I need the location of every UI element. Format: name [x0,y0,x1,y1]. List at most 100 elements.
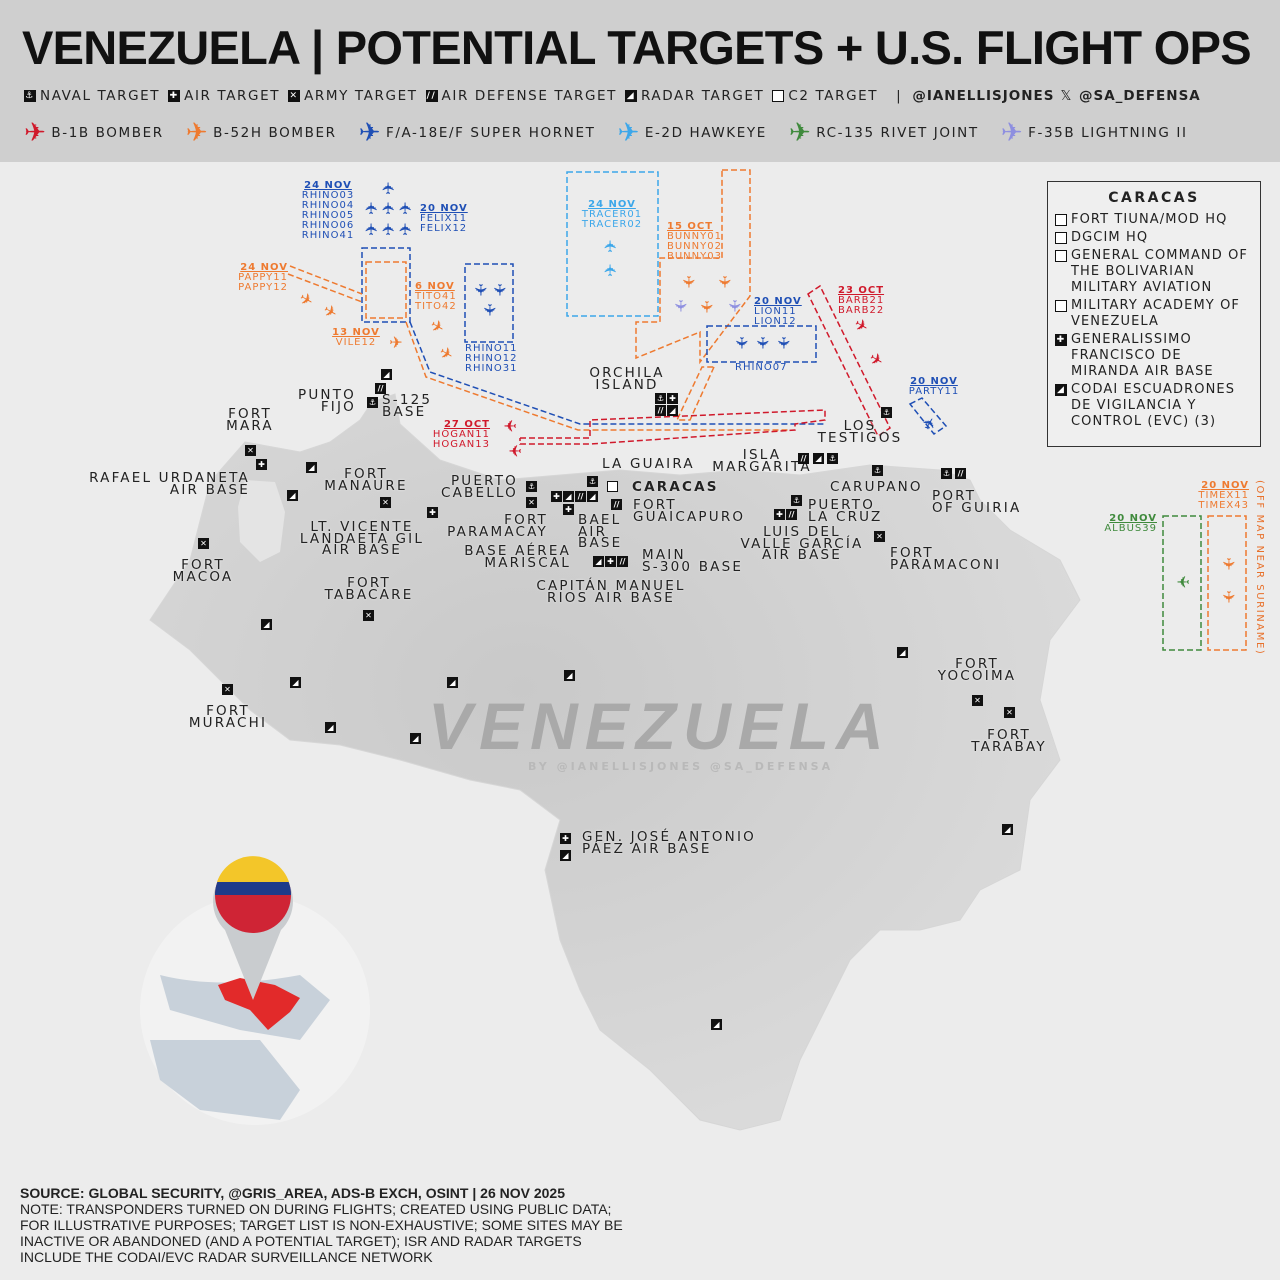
watermark-sub: BY @IANELLISJONES @SA_DEFENSA [528,760,834,773]
aircraft-icon: ✈ [671,299,690,313]
radar-target-icon: ◢ [667,405,678,416]
flight-group: RHINO11 RHINO12 RHINO31 [465,344,518,374]
legend-aircraft: ✈ B-52H BOMBER [186,120,337,146]
handle-sa-defensa: @SA_DEFENSA [1078,88,1201,104]
caracas-target-label: MILITARY ACADEMY OF VENEZUELA [1071,298,1240,329]
radar-target-icon: ◢ [287,490,298,501]
legend-item-airdef: //AIR DEFENSE TARGET [425,88,617,104]
aircraft-icon: ✈ [1219,557,1238,571]
radar-target-icon: ◢ [711,1019,722,1030]
place-label: LA GUAIRA [602,456,695,472]
place-label: GEN. JOSÉ ANTONIO PÁEZ AIR BASE [582,829,756,857]
army-target-icon: ✕ [1004,707,1015,718]
naval-target-icon: ⚓ [367,397,378,408]
radar-target-icon: ◢ [564,670,575,681]
c2-target-icon [607,481,618,492]
source-block: SOURCE: GLOBAL SECURITY, @GRIS_AREA, ADS… [20,1185,630,1265]
airdef-target-icon: // [375,383,386,394]
legend-item-air: ✚ AIR TARGET [168,88,280,104]
legend-aircraft: ✈ RC-135 RIVET JOINT [789,120,979,146]
aircraft-icon: ✈ [358,118,382,148]
aircraft-legend: ✈ B-1B BOMBER ✈ B-52H BOMBER ✈ F/A-18E/F SUPE… [24,120,1210,146]
c2-target-icon [1055,214,1067,226]
aircraft-icon: ✈ [788,118,813,148]
place-label: MAIN S-300 BASE [642,547,744,575]
place-label: FORT MANAURE [324,466,408,494]
airdef-target-icon: // [655,405,666,416]
flight-callsigns: ALBUS39 [1104,523,1157,534]
flight-callsigns: PARTY11 [908,386,960,397]
place-label: PUERTO LA CRUZ [808,497,883,525]
radar-target-icon: ◢ [593,556,604,567]
air-target-icon: ✚ [774,509,785,520]
aircraft-icon: ✈ [389,333,403,352]
flight-date: 24 NOV [304,180,352,191]
aircraft-icon: ✈ [185,118,210,148]
aircraft-icon: ✈ [503,416,517,435]
air-target-icon: ✚ [605,556,616,567]
caracas-target-item: DGCIM HQ [1055,230,1253,246]
radar-target-icon: ◢ [813,453,824,464]
aircraft-icon: ✈ [617,118,641,148]
flight-callsigns: TIMEX11 TIMEX43 [1198,490,1249,511]
watermark: VENEZUELA [428,689,891,763]
army-target-icon: ✕ [363,610,374,621]
army-target-icon: ✕ [222,684,233,695]
flight-callsigns: TITO41 TITO42 [415,291,457,312]
flight-date: 23 OCT [838,285,885,296]
aircraft-icon: ✈ [362,222,381,236]
army-target-icon: ✕ [526,497,537,508]
legend-item-army: ✕ ARMY TARGET [288,88,417,104]
caracas-target-label: FORT TIUNA/MOD HQ [1071,212,1228,227]
flight-date: 20 NOV [1201,480,1249,491]
flight-callsigns: BARB21 BARB22 [838,295,885,316]
source-note: NOTE: TRANSPONDERS TURNED ON DURING FLIG… [20,1201,623,1265]
flight-callsigns: LION11 LION12 [754,306,797,327]
flight-group: 6 NOV TITO41 TITO42 [415,282,457,312]
airdef-target-icon: // [786,509,797,520]
flight-callsigns: RHINO07 [735,362,788,373]
legend-item-naval: ⚓ NAVAL TARGET [24,88,160,104]
place-label: ORCHILA ISLAND [589,365,665,393]
lake-maracaibo [238,480,285,562]
radar-target-icon: ◢ [325,722,336,733]
caracas-target-item: GENERAL COMMAND OF THE BOLIVARIAN MILITA… [1055,248,1253,296]
radar-target-icon: ◢ [1055,384,1067,396]
place-label: FORT TABACARE [324,575,414,603]
caracas-target-item: FORT TIUNA/MOD HQ [1055,212,1253,228]
place-label: CAPITÁN MANUEL RIOS AIR BASE [536,578,686,606]
army-target-icon: ✕ [380,497,391,508]
target-legend: ⚓ NAVAL TARGET ✚ AIR TARGET ✕ ARMY TARGET //AI… [24,88,1201,104]
aircraft-icon: ✈ [396,222,415,236]
radar-target-icon: ◢ [625,90,637,102]
flight-group: 20 NOV TIMEX11 TIMEX43 [1198,481,1249,511]
flight-group: 15 OCT BUNNY01 BUNNY02 BUNNY03 [667,222,722,262]
flight-date: 20 NOV [420,203,468,214]
caracas-target-label: GENERALISSIMO FRANCISCO DE MIRANDA AIR B… [1071,332,1214,379]
off-map-note: (OFF MAP NEAR SURINAME) [1254,480,1265,656]
place-label: PUNTO FIJO [298,387,356,415]
naval-target-icon: ⚓ [827,453,838,464]
aircraft-icon: ✈ [601,239,620,253]
flight-group: RHINO07 [735,363,788,373]
radar-target-icon: ◢ [290,677,301,688]
legend-label: B-52H BOMBER [213,125,337,141]
legend-label: RADAR TARGET [641,88,765,104]
caracas-target-label: DGCIM HQ [1071,230,1149,245]
naval-target-icon: ⚓ [655,393,666,404]
army-target-icon: ✕ [972,695,983,706]
air-target-icon: ✚ [551,491,562,502]
army-target-icon: ✕ [198,538,209,549]
legend-label: RC-135 RIVET JOINT [816,125,979,141]
aircraft-icon: ✈ [490,283,509,297]
legend-aircraft: ✈ E-2D HAWKEYE [617,120,766,146]
caracas-box: CARACAS FORT TIUNA/MOD HQ DGCIM HQ GENERAL… [1047,181,1261,447]
flight-callsigns: PAPPY11 PAPPY12 [238,272,288,293]
place-label: BASE AÉREA MARISCAL [464,543,571,571]
aircraft-icon: ✈ [679,275,698,289]
place-label: LT. VICENTE LANDAETA GIL AIR BASE [299,519,425,558]
airdef-target-icon: // [575,491,586,502]
airdef-target-icon: // [798,453,809,464]
flight-callsigns: VILE12 [335,337,377,348]
aircraft-icon: ✈ [1219,590,1238,604]
